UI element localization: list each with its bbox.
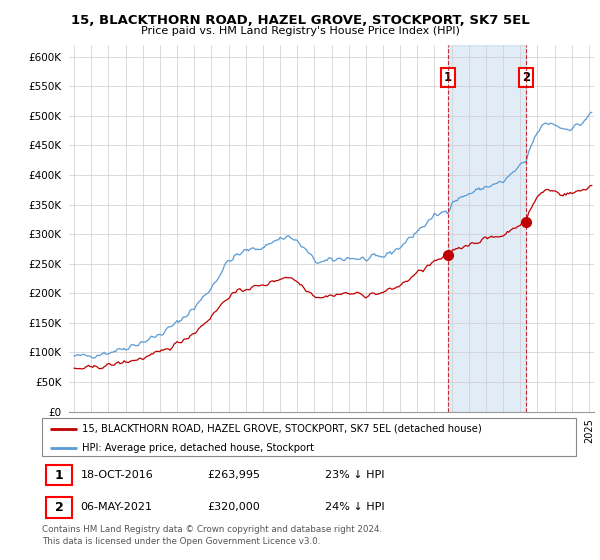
- Text: 2: 2: [55, 501, 64, 514]
- Text: £263,995: £263,995: [208, 470, 260, 480]
- Text: 15, BLACKTHORN ROAD, HAZEL GROVE, STOCKPORT, SK7 5EL (detached house): 15, BLACKTHORN ROAD, HAZEL GROVE, STOCKP…: [82, 424, 482, 434]
- FancyBboxPatch shape: [42, 418, 576, 456]
- Text: 1: 1: [444, 71, 452, 84]
- Text: 18-OCT-2016: 18-OCT-2016: [80, 470, 153, 480]
- Text: 06-MAY-2021: 06-MAY-2021: [80, 502, 152, 512]
- Text: 1: 1: [55, 469, 64, 482]
- Text: Contains HM Land Registry data © Crown copyright and database right 2024.
This d: Contains HM Land Registry data © Crown c…: [42, 525, 382, 545]
- FancyBboxPatch shape: [46, 465, 72, 486]
- Text: Price paid vs. HM Land Registry's House Price Index (HPI): Price paid vs. HM Land Registry's House …: [140, 26, 460, 36]
- Text: 24% ↓ HPI: 24% ↓ HPI: [325, 502, 385, 512]
- Text: £320,000: £320,000: [208, 502, 260, 512]
- Text: HPI: Average price, detached house, Stockport: HPI: Average price, detached house, Stoc…: [82, 443, 314, 453]
- Bar: [448, 45, 526, 412]
- Text: 15, BLACKTHORN ROAD, HAZEL GROVE, STOCKPORT, SK7 5EL: 15, BLACKTHORN ROAD, HAZEL GROVE, STOCKP…: [71, 14, 529, 27]
- FancyBboxPatch shape: [46, 497, 72, 517]
- Text: 2: 2: [522, 71, 530, 84]
- Text: 23% ↓ HPI: 23% ↓ HPI: [325, 470, 385, 480]
